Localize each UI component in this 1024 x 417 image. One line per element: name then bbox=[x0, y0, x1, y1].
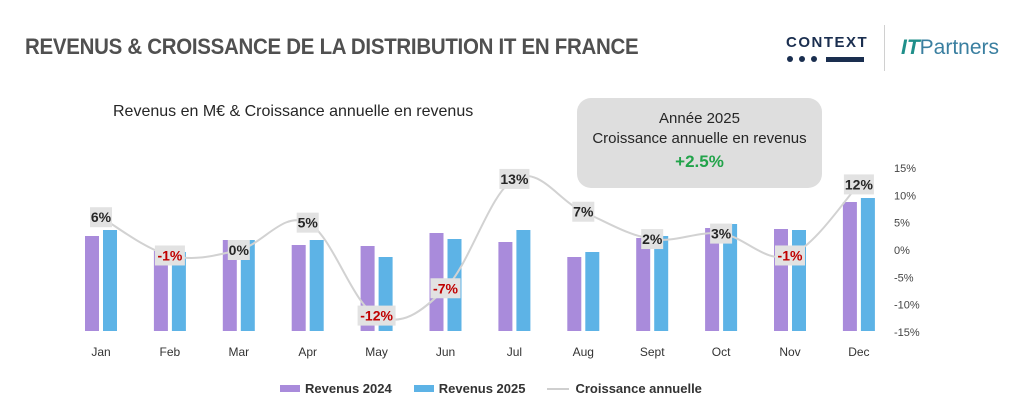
svg-text:5%: 5% bbox=[298, 215, 319, 231]
x-tick-mar: Mar bbox=[228, 345, 249, 359]
logo-divider bbox=[884, 25, 885, 71]
legend-line-growth bbox=[547, 387, 570, 390]
legend-label-2024: Revenus 2024 bbox=[305, 381, 392, 396]
legend-swatch-2024 bbox=[280, 385, 300, 392]
bar-2024-oct bbox=[705, 228, 720, 331]
y-tick: 5% bbox=[894, 218, 910, 230]
bar-2024-aug bbox=[567, 257, 582, 331]
growth-line bbox=[100, 175, 860, 321]
x-tick-may: May bbox=[365, 345, 388, 359]
logo-dot-icon bbox=[787, 56, 793, 62]
legend-label-2025: Revenus 2025 bbox=[438, 381, 526, 396]
svg-text:13%: 13% bbox=[500, 171, 529, 187]
svg-text:2%: 2% bbox=[642, 231, 663, 247]
page-title: REVENUS & CROISSANCE DE LA DISTRIBUTION … bbox=[25, 34, 639, 59]
bar-2025-dec bbox=[860, 198, 875, 331]
bar-2025-oct bbox=[723, 224, 738, 331]
svg-text:-7%: -7% bbox=[433, 280, 458, 296]
annual-growth-callout: Année 2025 Croissance annuelle en revenu… bbox=[577, 98, 822, 188]
x-tick-nov: Nov bbox=[779, 345, 800, 359]
bar-2024-nov bbox=[774, 229, 788, 331]
it-partners-logo-it: IT bbox=[901, 36, 920, 59]
bar-2025-mar bbox=[240, 240, 255, 331]
growth-label-dec: 12% bbox=[843, 174, 874, 195]
growth-label-apr: 5% bbox=[296, 212, 319, 233]
bar-2025-aug bbox=[585, 252, 600, 331]
y-tick: -10% bbox=[894, 300, 920, 312]
bar-2025-feb bbox=[171, 252, 186, 331]
legend: Revenus 2024 Revenus 2025 Croissance ann… bbox=[280, 381, 724, 396]
callout-label: Croissance annuelle en revenus bbox=[592, 130, 807, 147]
bar-2024-sept bbox=[636, 238, 651, 331]
bar-2024-apr bbox=[291, 245, 306, 331]
callout-year: Année 2025 bbox=[659, 110, 740, 127]
svg-text:12%: 12% bbox=[845, 176, 874, 192]
growth-label-feb: -1% bbox=[154, 245, 185, 266]
legend-item-2025: Revenus 2025 bbox=[413, 381, 526, 396]
svg-text:-1%: -1% bbox=[778, 247, 803, 263]
growth-label-mar: 0% bbox=[227, 240, 250, 260]
bar-2024-jan bbox=[85, 236, 99, 331]
svg-text:3%: 3% bbox=[711, 226, 732, 242]
svg-text:-12%: -12% bbox=[360, 308, 393, 324]
context-logo-text: CONTEXT bbox=[786, 34, 869, 51]
bar-2024-feb bbox=[153, 251, 168, 331]
logo-dot-icon bbox=[799, 56, 805, 62]
it-partners-logo-partners: Partners bbox=[919, 36, 1000, 59]
y-tick: 10% bbox=[894, 190, 916, 202]
legend-label-growth: Croissance annuelle bbox=[575, 381, 702, 396]
svg-text:0%: 0% bbox=[229, 242, 250, 258]
x-tick-sept: Sept bbox=[640, 345, 665, 359]
growth-label-jun: -7% bbox=[430, 278, 461, 299]
growth-label-jul: 13% bbox=[499, 168, 530, 189]
bar-2024-jul bbox=[498, 242, 513, 331]
context-logo: CONTEXT bbox=[786, 34, 869, 64]
growth-label-nov: -1% bbox=[775, 245, 805, 266]
bar-2025-apr bbox=[309, 240, 324, 331]
bar-2025-nov bbox=[792, 230, 806, 331]
x-tick-jun: Jun bbox=[436, 345, 455, 359]
legend-item-growth: Croissance annuelle bbox=[547, 381, 702, 396]
svg-text:6%: 6% bbox=[91, 209, 112, 225]
it-partners-logo: ITPartners bbox=[901, 36, 999, 60]
x-tick-apr: Apr bbox=[298, 345, 317, 359]
y-tick: 0% bbox=[894, 245, 910, 257]
bar-2025-jul bbox=[516, 230, 531, 331]
bar-2024-dec bbox=[842, 202, 857, 331]
growth-label-jan: 6% bbox=[90, 207, 112, 228]
y-tick: 15% bbox=[894, 163, 916, 175]
x-tick-jul: Jul bbox=[507, 345, 522, 359]
chart-title: Revenus en M€ & Croissance annuelle en r… bbox=[113, 103, 474, 120]
logo-bar-icon bbox=[826, 57, 864, 62]
growth-label-aug: 7% bbox=[572, 201, 595, 222]
growth-label-oct: 3% bbox=[710, 223, 733, 244]
y-tick: -15% bbox=[894, 327, 920, 339]
bar-2025-jan bbox=[103, 230, 117, 331]
legend-swatch-2025 bbox=[413, 385, 434, 392]
growth-label-may: -12% bbox=[357, 305, 396, 326]
bar-2024-mar bbox=[222, 240, 237, 331]
svg-text:7%: 7% bbox=[573, 204, 594, 220]
y-tick: -5% bbox=[894, 272, 914, 284]
logo-dot-icon bbox=[811, 56, 817, 62]
growth-label-sept: 2% bbox=[641, 229, 664, 250]
legend-item-2024: Revenus 2024 bbox=[280, 381, 392, 396]
svg-text:-1%: -1% bbox=[157, 247, 182, 263]
x-tick-oct: Oct bbox=[712, 345, 731, 359]
bar-2025-sept bbox=[654, 236, 669, 331]
x-tick-dec: Dec bbox=[848, 345, 869, 359]
x-tick-feb: Feb bbox=[160, 345, 181, 359]
x-tick-aug: Aug bbox=[573, 345, 594, 359]
callout-value: +2.5% bbox=[675, 152, 724, 171]
x-tick-jan: Jan bbox=[91, 345, 110, 359]
